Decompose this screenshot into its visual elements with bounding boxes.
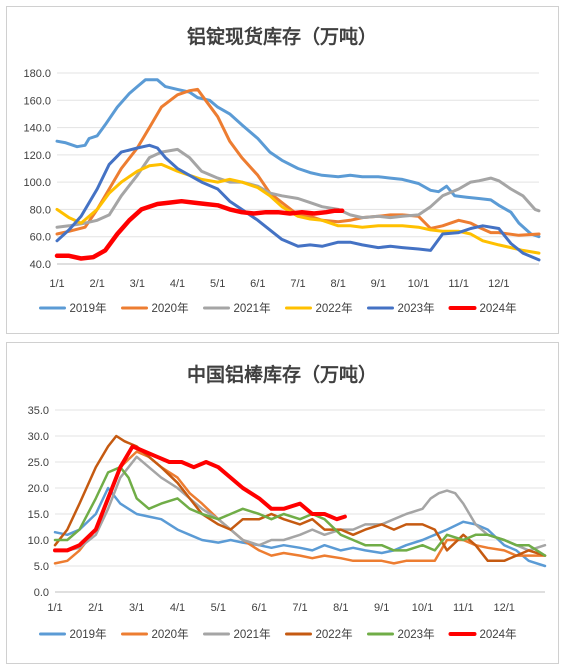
series-line-2023年: [53, 465, 547, 557]
x-tick-label: 4/1: [170, 602, 185, 614]
x-tick-label: 2/1: [90, 278, 105, 290]
legend-entry: 2020年: [152, 301, 189, 315]
chart-aluminum-bar-inventory: 中国铝棒库存（万吨） 0.0 5.0 10.0 15.0 20.0 25.0 30.0 35.…: [28, 363, 547, 641]
x-tick-label: 6/1: [250, 278, 265, 290]
legend-entry: 2023年: [398, 301, 435, 315]
x-tick-label: 3/1: [129, 602, 144, 614]
y-tick-label: 15.0: [28, 509, 49, 521]
x-tick-label: 10/1: [412, 602, 433, 614]
series-line-2019年: [53, 486, 547, 568]
x-tick-label: 5/1: [210, 278, 225, 290]
legend-entry: 2019年: [70, 301, 107, 315]
legend-entry: 2020年: [152, 627, 189, 641]
x-tick-label: 11/1: [453, 602, 474, 614]
legend-entry: 2021年: [234, 301, 271, 315]
x-tick-label: 9/1: [374, 602, 389, 614]
y-tick-label: 140.0: [23, 123, 51, 135]
y-tick-label: 180.0: [23, 68, 51, 80]
y-tick-label: 35.0: [28, 405, 49, 417]
x-tick-label: 5/1: [211, 602, 226, 614]
series-line-2024年: [54, 198, 345, 261]
series-line-2022年: [53, 434, 547, 563]
chart-title: 铝锭现货库存（万吨）: [187, 25, 377, 48]
series-line-2024年: [53, 444, 347, 553]
legend-entry: 2022年: [316, 627, 353, 641]
x-tick-label: 1/1: [47, 602, 62, 614]
y-tick-label: 120.0: [23, 150, 51, 162]
y-tick-label: 5.0: [34, 561, 49, 573]
x-tick-label: 3/1: [130, 278, 145, 290]
series-line-2020年: [55, 87, 541, 237]
x-tick-label: 12/1: [488, 278, 509, 290]
y-tick-label: 160.0: [23, 95, 51, 107]
x-tick-label: 4/1: [170, 278, 185, 290]
legend-entry: 2021年: [234, 627, 271, 641]
x-tick-label: 1/1: [49, 278, 64, 290]
gridlines: [55, 409, 545, 593]
y-tick-label: 100.0: [23, 177, 51, 189]
gridlines: [57, 72, 539, 265]
x-tick-label: 8/1: [333, 602, 348, 614]
x-tick-label: 9/1: [371, 278, 386, 290]
y-tick-label: 25.0: [28, 457, 49, 469]
x-tick-label: 7/1: [290, 278, 305, 290]
series-line-2021年: [53, 455, 547, 552]
legend-entry: 2024年: [480, 627, 517, 641]
x-tick-label: 2/1: [88, 602, 103, 614]
legend-entry: 2019年: [70, 627, 107, 641]
x-tick-label: 10/1: [408, 278, 429, 290]
y-tick-label: 20.0: [28, 483, 49, 495]
y-tick-label: 10.0: [28, 535, 49, 547]
chart-panel-aluminum-ingot-inventory: 铝锭现货库存（万吨） 40.0 60.0 80.0 100.0 120.0 140.0 16…: [6, 6, 559, 334]
x-tick-label: 6/1: [252, 602, 267, 614]
x-tick-label: 12/1: [493, 602, 514, 614]
series-line-2022年: [55, 162, 541, 255]
chart-aluminum-ingot-inventory: 铝锭现货库存（万吨） 40.0 60.0 80.0 100.0 120.0 140.0 16…: [23, 25, 541, 315]
y-tick-label: 30.0: [28, 431, 49, 443]
y-tick-label: 60.0: [30, 232, 51, 244]
y-tick-label: 40.0: [30, 259, 51, 271]
legend-entry: 2024年: [480, 301, 517, 315]
x-tick-label: 11/1: [448, 278, 469, 290]
series-line-2023年: [55, 143, 541, 262]
chart-title: 中国铝棒库存（万吨）: [187, 363, 377, 386]
y-tick-label: 80.0: [30, 204, 51, 216]
chart-panel-aluminum-bar-inventory: 中国铝棒库存（万吨） 0.0 5.0 10.0 15.0 20.0 25.0 30.0 35.…: [6, 342, 559, 664]
legend-entry: 2023年: [398, 627, 435, 641]
series-line-2019年: [55, 78, 541, 239]
legend-entry: 2022年: [316, 301, 353, 315]
x-tick-label: 7/1: [292, 602, 307, 614]
y-tick-label: 0.0: [34, 587, 49, 599]
x-tick-label: 8/1: [331, 278, 346, 290]
